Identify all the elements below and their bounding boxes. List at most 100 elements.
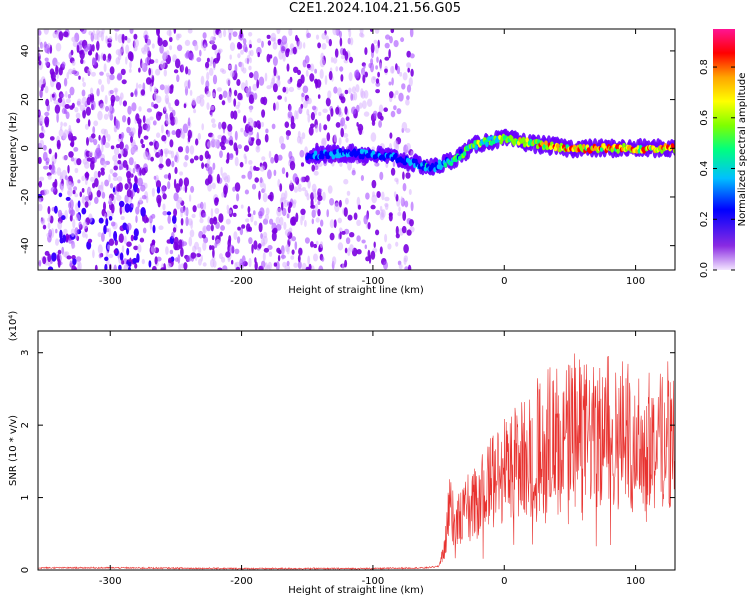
noise-speck — [361, 239, 366, 244]
noise-speck — [258, 76, 265, 86]
noise-speck — [104, 142, 110, 149]
noise-speck — [126, 171, 132, 179]
noise-speck — [206, 157, 211, 168]
noise-speck — [145, 123, 151, 132]
noise-speck — [148, 260, 152, 268]
noise-speck — [404, 200, 409, 208]
noise-speck — [393, 93, 396, 99]
noise-speck — [409, 219, 414, 227]
noise-speck — [379, 62, 383, 71]
noise-speck — [206, 57, 210, 63]
noise-speck — [140, 184, 146, 192]
noise-speck — [63, 31, 69, 38]
noise-speck — [98, 134, 101, 141]
noise-speck — [271, 77, 275, 85]
noise-speck — [287, 79, 292, 85]
noise-speck — [212, 162, 216, 170]
noise-speck — [57, 221, 63, 230]
noise-speck — [211, 118, 216, 124]
noise-speck — [207, 166, 213, 176]
noise-speck — [402, 171, 405, 180]
noise-speck — [124, 144, 129, 152]
noise-speck — [43, 41, 47, 48]
noise-speck — [42, 144, 47, 151]
noise-speck — [286, 63, 290, 72]
x-tick-label: -100 — [362, 576, 385, 587]
noise-speck — [370, 204, 376, 210]
noise-speck — [322, 108, 328, 114]
noise-speck — [121, 43, 124, 53]
noise-speck — [57, 209, 63, 219]
signal-core — [459, 149, 463, 155]
noise-speck — [241, 174, 246, 179]
noise-speck — [66, 181, 72, 190]
noise-speck — [242, 67, 247, 74]
noise-speck — [63, 228, 68, 235]
noise-speck — [85, 233, 88, 239]
noise-speck — [82, 158, 89, 165]
signal-core — [371, 150, 376, 156]
noise-speck — [212, 216, 218, 225]
noise-speck — [161, 185, 166, 195]
noise-speck — [281, 35, 288, 45]
noise-speck — [377, 71, 380, 78]
x-axis-label: Height of straight line (km) — [288, 585, 424, 596]
noise-speck — [168, 102, 171, 109]
noise-speck — [166, 84, 171, 94]
noise-speck — [51, 161, 55, 171]
noise-speck — [98, 253, 102, 259]
noise-speck — [289, 105, 292, 112]
noise-speck — [371, 76, 376, 84]
noise-speck — [80, 58, 84, 64]
noise-speck — [146, 108, 152, 113]
noise-speck — [243, 153, 247, 159]
noise-speck — [383, 107, 389, 112]
noise-speck — [110, 94, 116, 104]
noise-speck — [384, 233, 388, 243]
noise-speck — [108, 104, 113, 112]
noise-speck — [103, 201, 106, 212]
noise-speck — [101, 232, 105, 242]
noise-speck — [168, 257, 172, 264]
noise-speck — [38, 36, 41, 45]
noise-speck — [86, 96, 91, 106]
noise-speck — [305, 69, 309, 77]
noise-speck — [233, 231, 238, 241]
noise-speck — [103, 63, 107, 73]
noise-speck — [96, 29, 101, 35]
noise-speck — [225, 218, 231, 225]
noise-speck — [175, 128, 182, 138]
noise-speck — [75, 232, 78, 240]
noise-speck — [144, 44, 149, 53]
noise-speck — [63, 77, 68, 87]
signal-core — [394, 152, 398, 158]
noise-speck — [202, 213, 207, 218]
noise-speck — [211, 123, 217, 128]
noise-speck — [384, 68, 388, 74]
noise-speck — [52, 31, 57, 39]
noise-speck — [49, 44, 53, 54]
noise-speck — [44, 61, 50, 66]
x-tick-label: 100 — [626, 276, 645, 287]
noise-speck — [360, 88, 364, 98]
noise-speck — [229, 42, 236, 52]
noise-speck — [241, 224, 246, 229]
noise-speck — [397, 211, 402, 217]
noise-speck — [82, 109, 86, 119]
noise-speck — [93, 33, 99, 40]
noise-speck — [116, 194, 122, 202]
noise-speck — [310, 241, 314, 248]
noise-speck — [117, 160, 122, 165]
noise-speck — [343, 124, 347, 130]
noise-speck — [344, 247, 348, 254]
noise-speck — [407, 67, 411, 73]
noise-speck — [408, 77, 413, 87]
noise-speck — [403, 244, 409, 254]
noise-speck — [98, 217, 104, 224]
noise-speck — [334, 48, 339, 58]
noise-speck — [58, 129, 64, 137]
noise-speck — [151, 101, 154, 108]
noise-speck — [338, 227, 343, 233]
noise-speck — [56, 167, 62, 176]
noise-speck — [297, 183, 302, 189]
